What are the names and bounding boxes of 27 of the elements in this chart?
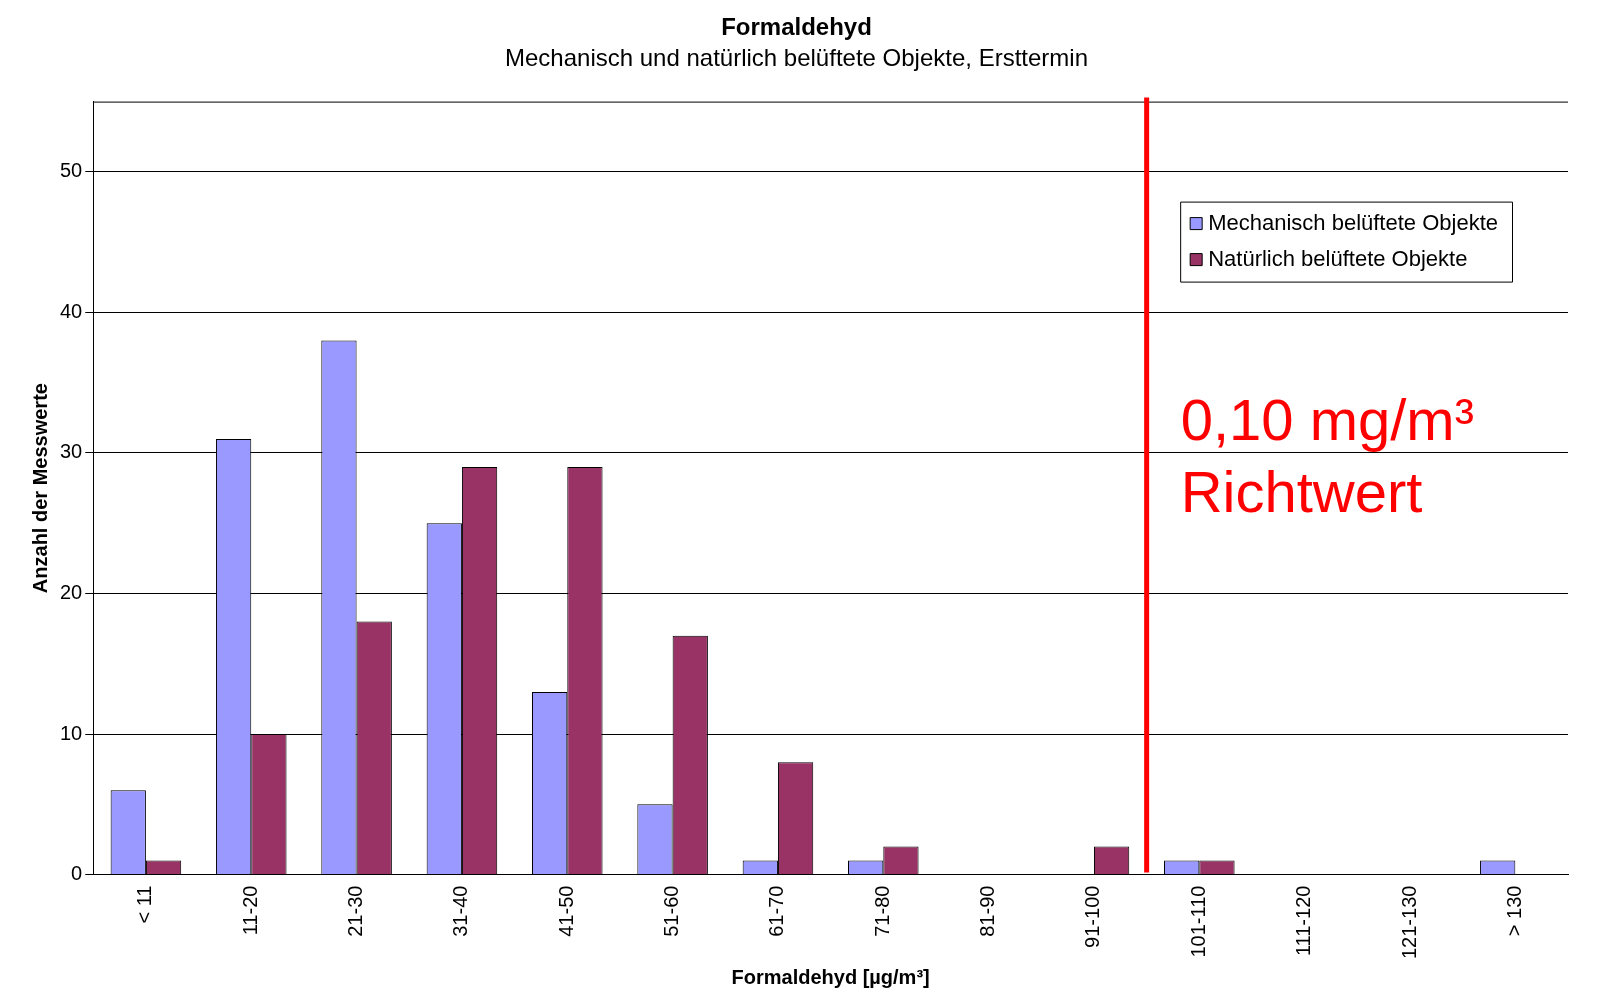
y-tick-label: 30 xyxy=(60,440,83,463)
y-tick-label: 10 xyxy=(60,721,83,744)
x-tick-label: 121-130 xyxy=(1397,885,1420,960)
legend-label: Natürlich belüftete Objekte xyxy=(1208,245,1468,271)
x-tick-label: 101-110 xyxy=(1186,885,1209,958)
x-tick-label: 111-120 xyxy=(1292,885,1315,957)
x-tick-label: < 11 xyxy=(133,885,156,924)
x-tick-label: 21-30 xyxy=(344,885,367,937)
x-tick-label: 41-50 xyxy=(554,885,577,937)
x-tick-label: 71-80 xyxy=(870,885,893,937)
x-tick-label: 31-40 xyxy=(449,885,472,937)
legend-label: Mechanisch belüftete Objekte xyxy=(1208,209,1499,235)
y-tick-label: 50 xyxy=(60,159,83,182)
x-tick-label: 91-100 xyxy=(1081,885,1104,948)
x-tick-label: 51-60 xyxy=(660,885,683,937)
ref-line-label: 0,10 mg/m³ Richtwert xyxy=(1180,386,1474,524)
x-axis-title: Formaldehyd [µg/m³] xyxy=(731,965,930,988)
y-tick-label: 20 xyxy=(60,581,83,604)
x-tick-label: 81-90 xyxy=(976,885,999,937)
y-tick-label: 40 xyxy=(60,299,83,322)
x-tick-label: > 130 xyxy=(1502,885,1525,937)
x-tick-label: 61-70 xyxy=(765,885,788,937)
chart-subtitle: Mechanisch und natürlich belüftete Objekte, Ersttermin xyxy=(505,43,1088,71)
chart-title: Formaldehyd xyxy=(721,13,872,41)
y-tick-label: 0 xyxy=(71,862,83,885)
x-tick-label: 11-20 xyxy=(238,885,261,936)
y-axis-title: Anzahl der Messwerte xyxy=(28,383,51,594)
